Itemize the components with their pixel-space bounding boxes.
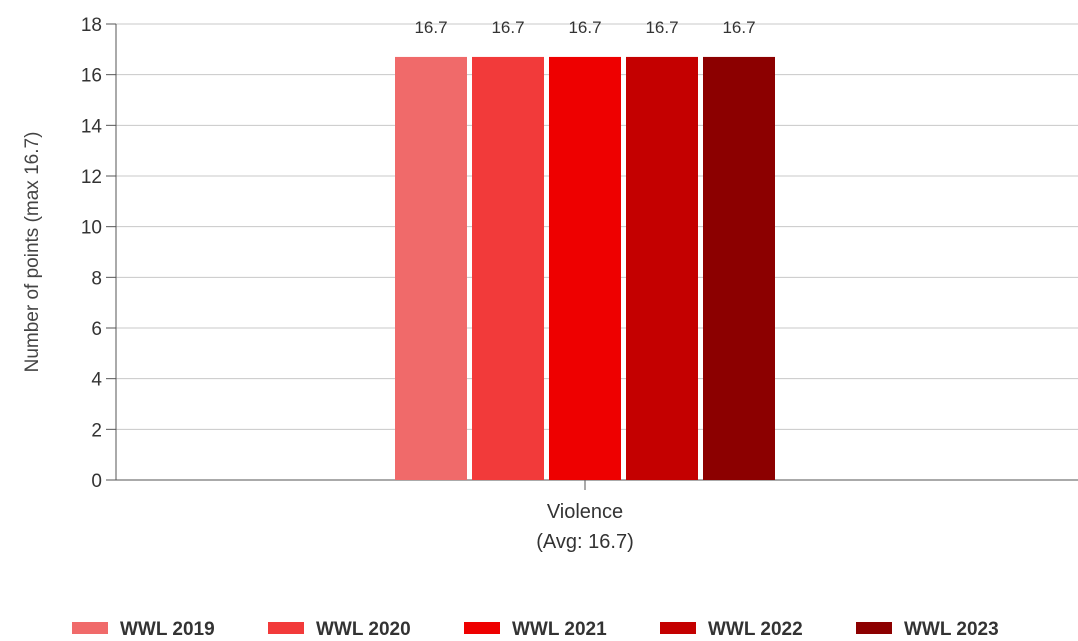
bar[interactable] [626, 56, 698, 480]
legend-item[interactable]: WWL 2020 [268, 619, 411, 640]
legend-swatch [464, 622, 500, 634]
legend-label: WWL 2023 [904, 619, 999, 640]
data-label: 16.7 [568, 18, 601, 37]
category-sublabel: (Avg: 16.7) [536, 531, 633, 553]
legend-label: WWL 2020 [316, 619, 411, 640]
legend-item[interactable]: WWL 2019 [72, 619, 215, 640]
y-tick-label: 10 [81, 218, 102, 239]
legend-swatch [268, 622, 304, 634]
data-label: 16.7 [414, 18, 447, 37]
legend-label: WWL 2021 [512, 619, 607, 640]
data-label: 16.7 [645, 18, 678, 37]
bar[interactable] [472, 56, 544, 480]
bars [395, 56, 775, 480]
y-tick-label: 8 [91, 268, 102, 289]
y-axis-ticks: 0 2 4 6 8 10 12 14 16 18 [81, 15, 116, 492]
category-labels: Violence (Avg: 16.7) [536, 480, 634, 553]
legend-label: WWL 2019 [120, 619, 215, 640]
y-tick-label: 16 [81, 66, 102, 87]
y-tick-label: 4 [91, 370, 102, 391]
y-tick-label: 14 [81, 116, 103, 137]
legend-item[interactable]: WWL 2022 [660, 619, 803, 640]
legend-label: WWL 2022 [708, 619, 803, 640]
y-tick-label: 12 [81, 167, 102, 188]
legend-swatch [72, 622, 108, 634]
bar[interactable] [395, 56, 467, 480]
y-tick-label: 2 [91, 420, 102, 441]
bar[interactable] [549, 56, 621, 480]
y-tick-label: 0 [91, 471, 102, 492]
y-tick-label: 6 [91, 319, 102, 340]
legend-item[interactable]: WWL 2021 [464, 619, 607, 640]
data-labels: 16.7 16.7 16.7 16.7 16.7 [414, 18, 755, 37]
category-label: Violence [547, 501, 623, 523]
legend-swatch [856, 622, 892, 634]
bar[interactable] [703, 56, 775, 480]
data-label: 16.7 [491, 18, 524, 37]
y-tick-label: 18 [81, 15, 102, 36]
data-label: 16.7 [722, 18, 755, 37]
y-axis-title: Number of points (max 16.7) [22, 132, 43, 373]
legend-item[interactable]: WWL 2023 [856, 619, 999, 640]
legend[interactable]: WWL 2019 WWL 2020 WWL 2021 WWL 2022 WWL 2023 [72, 619, 999, 640]
legend-swatch [660, 622, 696, 634]
